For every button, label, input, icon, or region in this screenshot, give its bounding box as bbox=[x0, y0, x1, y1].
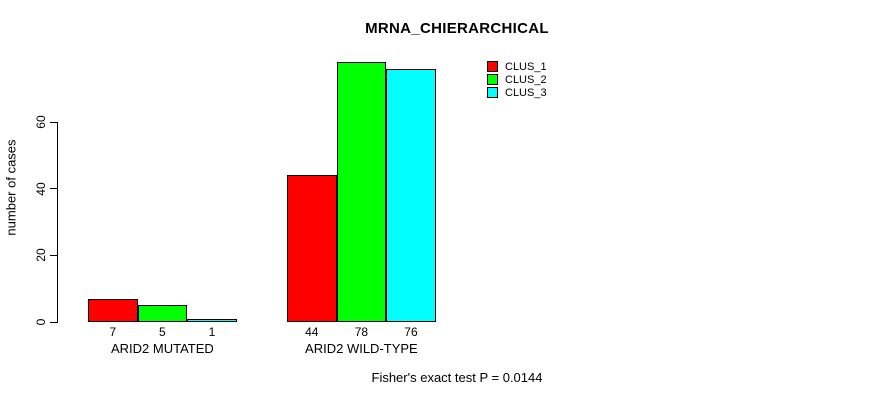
legend-swatch-clus_1 bbox=[487, 61, 498, 72]
legend-label: CLUS_3 bbox=[505, 86, 547, 99]
legend-swatch-clus_2 bbox=[487, 74, 498, 85]
y-tick-label: 60 bbox=[34, 115, 48, 129]
stat-annotation: Fisher's exact test P = 0.0144 bbox=[371, 370, 543, 385]
bar-clus_1-arid2-mutated bbox=[88, 298, 138, 322]
legend-item: CLUS_1 bbox=[487, 60, 547, 73]
y-tick-label: 20 bbox=[34, 248, 48, 263]
bar-value-label: 76 bbox=[404, 325, 418, 339]
y-tick bbox=[50, 254, 57, 256]
x-group-label: ARID2 WILD-TYPE bbox=[305, 341, 418, 356]
bar-value-label: 1 bbox=[208, 325, 216, 339]
bar-value-label: 5 bbox=[159, 325, 166, 339]
y-tick bbox=[50, 188, 57, 190]
bar-clus_3-arid2-wild-type bbox=[386, 68, 436, 322]
x-group-label: ARID2 MUTATED bbox=[110, 341, 214, 356]
bar-clus_2-arid2-wild-type bbox=[336, 62, 387, 322]
bar-clus_1-arid2-wild-type bbox=[287, 175, 337, 322]
y-tick-label: 0 bbox=[34, 318, 48, 326]
y-tick-label: 40 bbox=[34, 181, 48, 196]
bar-value-label: 7 bbox=[109, 325, 117, 339]
y-tick bbox=[50, 321, 57, 323]
legend-item: CLUS_2 bbox=[487, 73, 547, 86]
y-axis-line bbox=[57, 122, 58, 323]
bar-value-label: 44 bbox=[305, 325, 319, 339]
legend: CLUS_1 CLUS_2 CLUS_3 bbox=[487, 60, 547, 99]
legend-label: CLUS_2 bbox=[505, 73, 547, 86]
legend-label: CLUS_1 bbox=[505, 60, 547, 73]
bar-value-label: 78 bbox=[354, 325, 369, 339]
bar-clus_3-arid2-mutated bbox=[187, 318, 237, 322]
bar-clus_2-arid2-mutated bbox=[137, 305, 188, 322]
legend-swatch-clus_3 bbox=[487, 87, 498, 98]
y-axis-label: number of cases bbox=[3, 139, 19, 236]
chart-title: MRNA_CHIERARCHICAL bbox=[365, 20, 549, 37]
legend-item: CLUS_3 bbox=[487, 86, 547, 99]
y-tick bbox=[50, 121, 57, 123]
